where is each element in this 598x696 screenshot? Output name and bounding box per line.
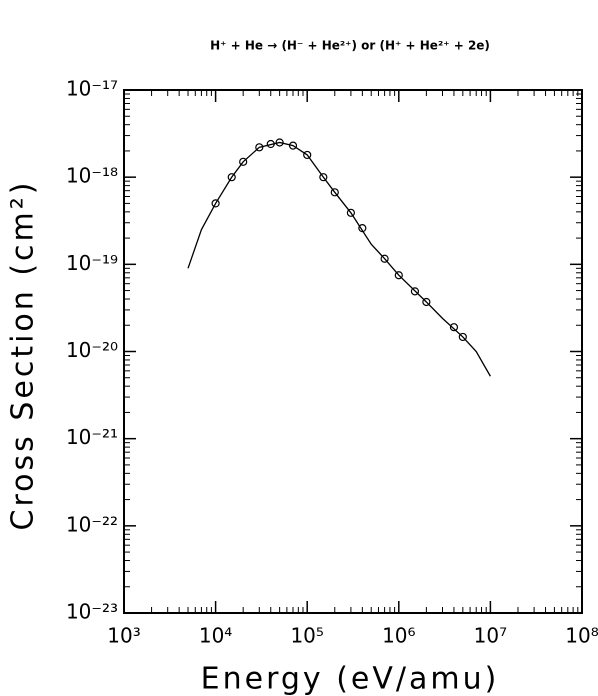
x-tick-label: 10³: [107, 624, 140, 648]
y-tick-label: 10⁻¹⁷: [66, 77, 118, 101]
data-point: [410, 287, 420, 296]
x-tick-label: 10⁶: [382, 624, 415, 648]
x-tick-label: 10⁸: [565, 624, 598, 648]
x-tick-label: 10⁴: [199, 624, 232, 648]
data-point: [330, 188, 339, 197]
chart-title: H⁺ + He → (H⁻ + He²⁺) or (H⁺ + He²⁺ + 2e…: [210, 39, 490, 53]
x-tick-label: 10⁵: [290, 624, 323, 648]
data-point: [380, 254, 389, 263]
x-tick-label: 10⁷: [474, 624, 507, 648]
data-point: [275, 138, 284, 147]
data-point: [288, 141, 298, 150]
x-axis-label: Energy (eV/amu): [201, 662, 500, 696]
y-tick-label: 10⁻²³: [66, 600, 118, 624]
y-axis-label: Cross Section (cm²): [6, 180, 41, 531]
y-tick-label: 10⁻²¹: [66, 425, 118, 449]
data-point: [227, 173, 236, 182]
data-point: [266, 139, 275, 149]
data-point: [255, 143, 264, 152]
data-point: [303, 150, 312, 160]
y-tick-label: 10⁻²²: [66, 512, 118, 536]
data-point: [394, 271, 403, 280]
data-point: [239, 157, 248, 166]
data-point: [346, 208, 356, 217]
y-tick-label: 10⁻²⁰: [66, 338, 118, 362]
y-tick-label: 10⁻¹⁹: [66, 251, 118, 275]
data-point: [358, 224, 367, 233]
data-point: [211, 199, 220, 208]
data-point: [422, 297, 431, 307]
data-point: [319, 173, 328, 182]
data-point: [458, 332, 467, 342]
data-point: [449, 323, 459, 332]
y-tick-label: 10⁻¹⁸: [66, 164, 118, 188]
